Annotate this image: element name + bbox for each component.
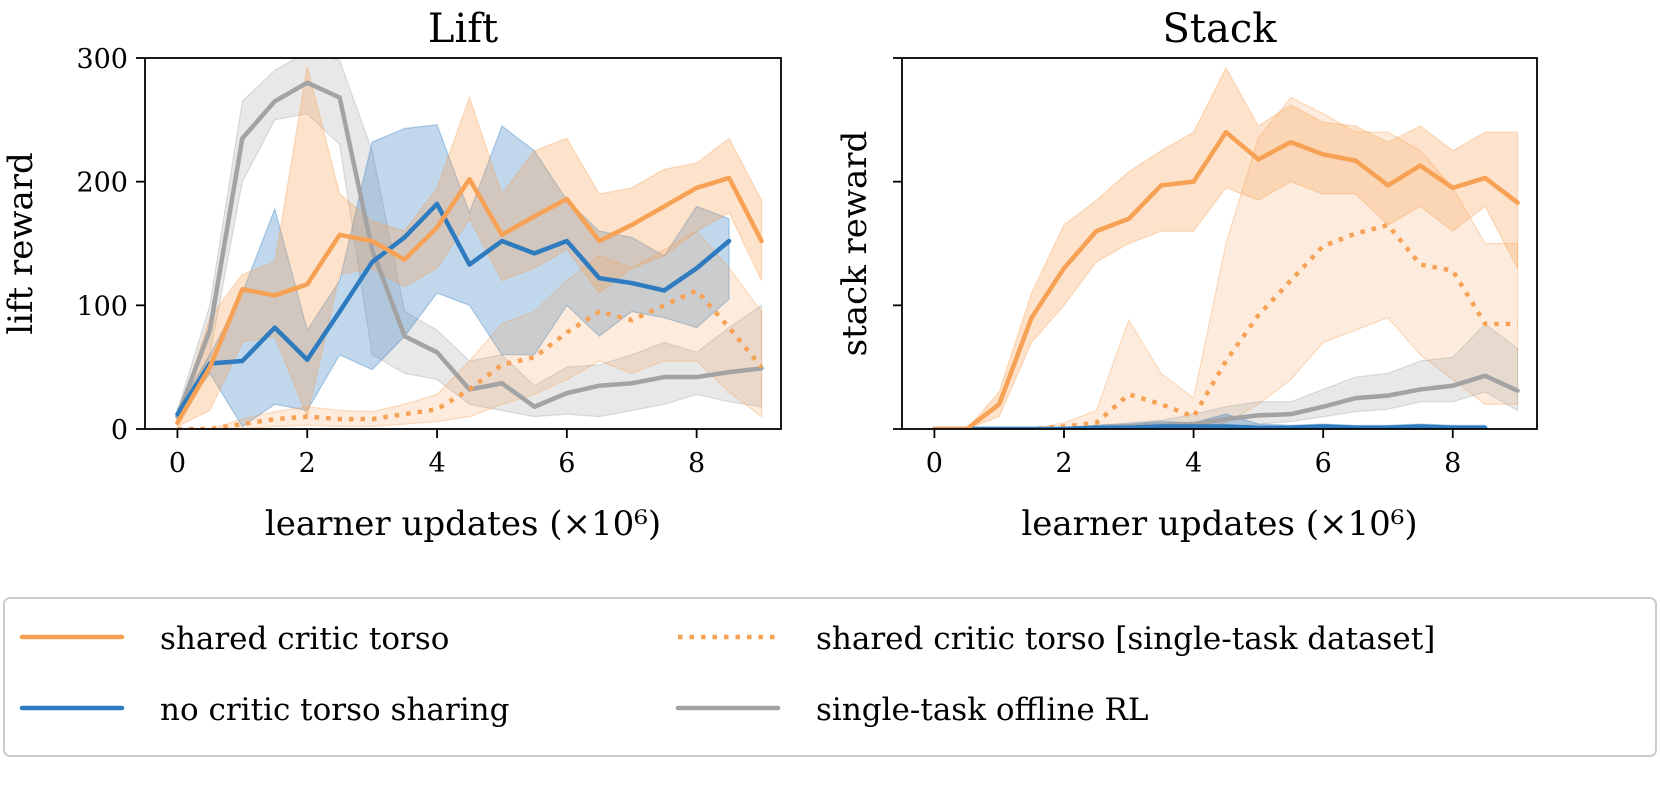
lift-y-tick-label: 0 [111, 415, 128, 446]
stack-x-tick-label: 8 [1444, 448, 1461, 479]
lift-x-axis-label: learner updates (×10⁶) [265, 504, 661, 544]
stack-x-tick-label: 0 [926, 448, 943, 479]
stack-plot-area [932, 66, 1520, 429]
stack-x-tick-label: 6 [1315, 448, 1332, 479]
lift-y-axis-label: lift reward [1, 152, 41, 335]
legend-label-shared-critic-torso-single-task-dataset: shared critic torso [single-task dataset… [816, 621, 1435, 657]
lift-x-tick-label: 8 [688, 448, 705, 479]
stack-axes-frame [901, 57, 1538, 430]
lift-x-tick-label: 4 [428, 448, 445, 479]
lift-shared-critic-torso-line [175, 175, 764, 426]
lift-panel: 0 2 4 6 8 0 100 200 300 Lift learner updates (×10⁶… [1, 6, 782, 544]
stack-single-task-offline-rl-band [934, 323, 1519, 429]
lift-x-tick-label: 0 [169, 448, 186, 479]
stack-y-axis-label: stack reward [835, 131, 875, 357]
lift-y-tick-label: 300 [76, 44, 128, 75]
stack-x-tick-label: 2 [1055, 448, 1072, 479]
stack-x-tick-label: 4 [1185, 448, 1202, 479]
stack-panel: 0 2 4 6 8 Stack learner updates (×10⁶) stack re… [835, 6, 1538, 544]
lift-no-critic-torso-sharing-line [175, 201, 732, 417]
lift-x-tick-label: 6 [558, 448, 575, 479]
lift-shared-critic-torso-single-task-dataset-line [177, 288, 764, 429]
legend-label-single-task-offline-rl: single-task offline RL [816, 692, 1148, 728]
legend: shared critic torso shared critic torso [… [3, 597, 1657, 757]
lift-plot-area [175, 58, 764, 429]
legend-label-no-critic-torso-sharing: no critic torso sharing [160, 692, 509, 728]
lift-y-tick-label: 200 [76, 168, 128, 199]
stack-shared-critic-torso-line [932, 129, 1520, 429]
lift-y-tick-label: 100 [76, 291, 128, 322]
legend-frame [3, 597, 1657, 757]
stack-title: Stack [1163, 6, 1278, 52]
lift-title: Lift [428, 6, 498, 52]
lift-axes-frame [144, 57, 782, 430]
stack-x-axis-label: learner updates (×10⁶) [1021, 504, 1417, 544]
stack-no-critic-torso-sharing-line [932, 424, 1488, 429]
lift-x-tick-label: 2 [299, 448, 316, 479]
lift-single-task-offline-rl-band [176, 58, 763, 424]
legend-label-shared-critic-torso: shared critic torso [160, 621, 449, 657]
stack-single-task-offline-rl-line [932, 373, 1520, 429]
